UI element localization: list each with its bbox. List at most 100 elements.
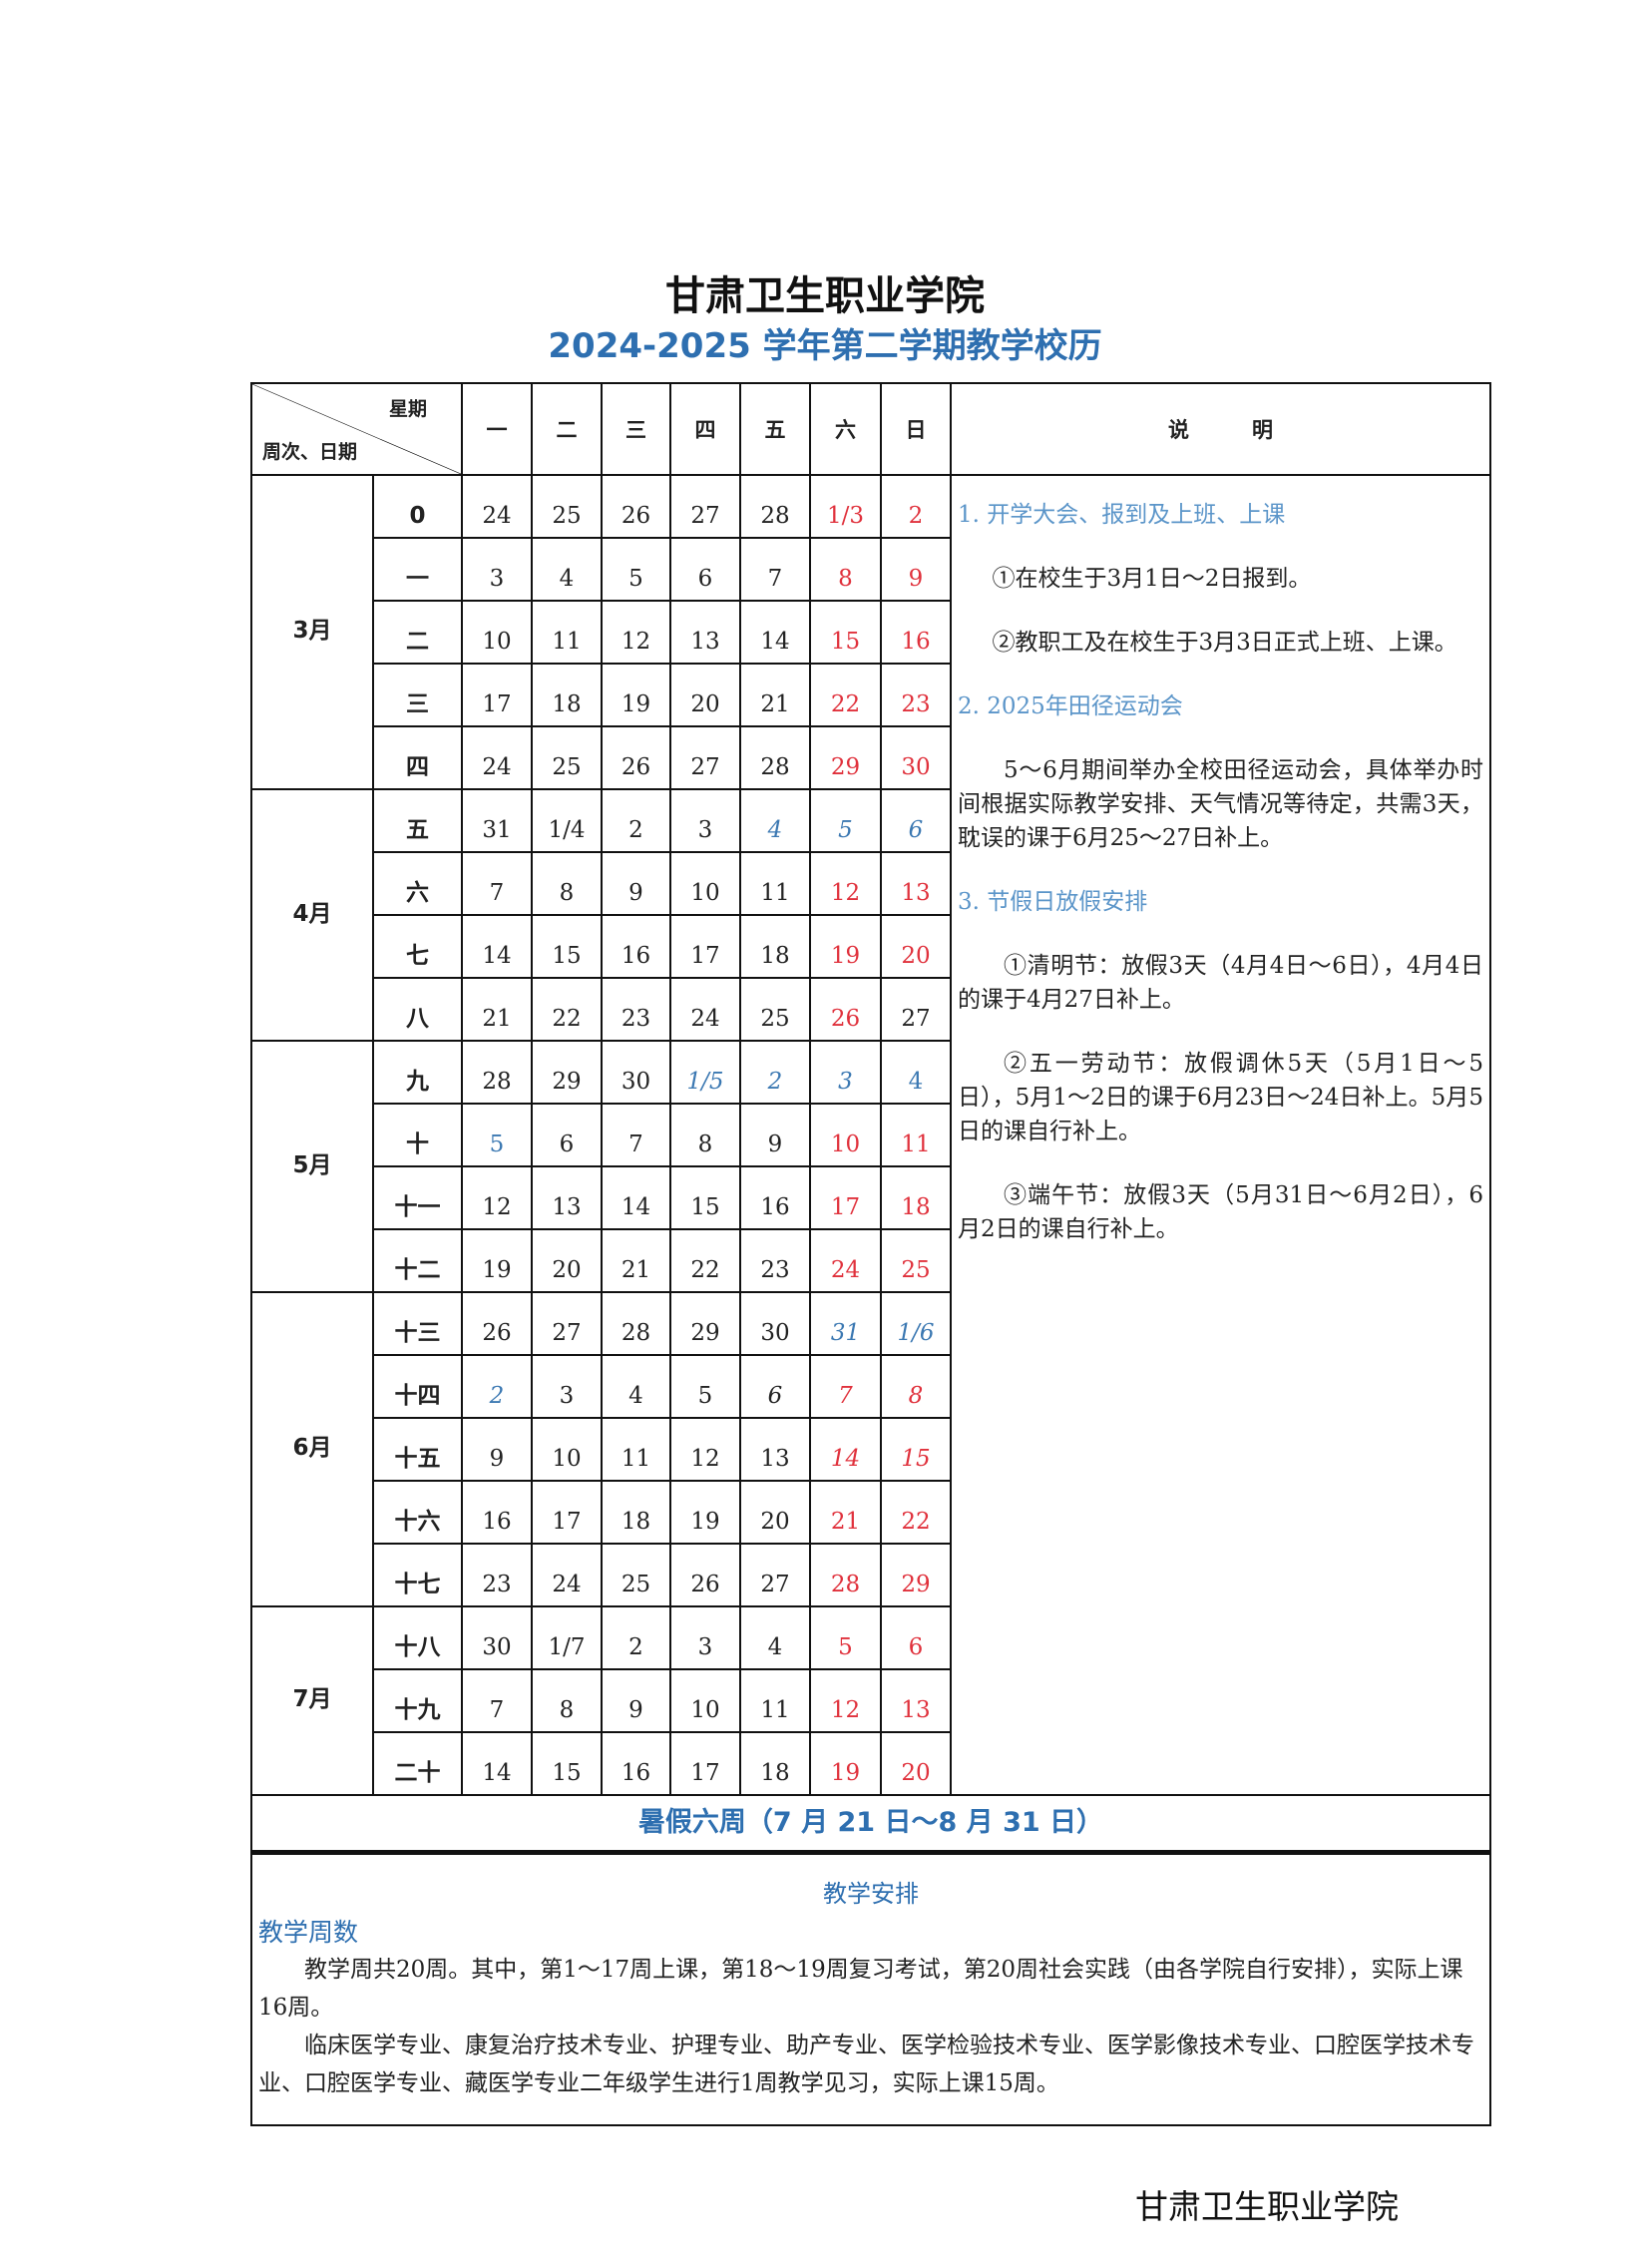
date-cell: 21 [601, 1227, 671, 1293]
date-cell: 31 [461, 787, 533, 853]
date-cell: 17 [531, 1479, 603, 1545]
week-number: 四 [372, 724, 463, 790]
diagonal-divider [252, 384, 461, 474]
corner-header: 星期 周次、日期 [250, 381, 463, 476]
date-cell: 27 [669, 724, 741, 790]
month-cell: 7月 [250, 1604, 374, 1796]
week-number: 十六 [372, 1479, 463, 1545]
date-cell: 26 [601, 473, 671, 539]
date-cell: 30 [461, 1604, 533, 1670]
date-cell: 4 [601, 1353, 671, 1419]
month-cell: 4月 [250, 787, 374, 1042]
week-row: 六 7 8 9 10 11 12 13 [251, 850, 1490, 916]
date-cell: 15 [669, 1164, 741, 1230]
date-cell: 11 [739, 850, 811, 916]
date-cell: 5 [809, 787, 882, 853]
date-cell: 6 [880, 787, 952, 853]
date-cell: 17 [669, 1730, 741, 1796]
date-cell: 24 [461, 473, 533, 539]
date-cell: 15 [531, 913, 603, 979]
date-cell: 2 [880, 473, 952, 539]
weekday-header: 日 [880, 381, 952, 476]
date-cell: 24 [809, 1227, 882, 1293]
notes-cell: 1. 开学大会、报到及上班、上课 ①在校生于3月1日～2日报到。 ②教职工及在校… [950, 473, 1491, 1796]
date-cell: 14 [601, 1164, 671, 1230]
week-number: 十一 [372, 1164, 463, 1230]
week-number: 一 [372, 536, 463, 602]
date-cell: 4 [739, 787, 811, 853]
date-cell: 22 [669, 1227, 741, 1293]
note-dragon-boat: ③端午节：放假3天（5月31日～6月2日），6月2日的课自行补上。 [958, 1181, 1483, 1242]
week-row: 十一 12 13 14 15 16 17 18 [251, 1164, 1490, 1230]
week-row: 十七 23 24 25 26 27 28 29 [251, 1542, 1490, 1607]
date-cell: 1/5 [669, 1039, 741, 1105]
date-cell: 28 [739, 724, 811, 790]
date-cell: 17 [669, 913, 741, 979]
date-cell: 24 [531, 1542, 603, 1607]
date-cell: 24 [669, 976, 741, 1042]
note-start-class: ②教职工及在校生于3月3日正式上班、上课。 [992, 629, 1457, 656]
date-cell: 5 [809, 1604, 882, 1670]
date-cell: 24 [461, 724, 533, 790]
date-cell: 30 [601, 1039, 671, 1105]
date-cell: 12 [461, 1164, 533, 1230]
date-cell: 3 [669, 787, 741, 853]
date-cell: 16 [461, 1479, 533, 1545]
calendar-table: 星期 周次、日期 一二三四五六日说 明 3月 0 24 25 26 27 28 1/3 2 1.… [250, 381, 1491, 1796]
note-heading-holidays: 3. 节假日放假安排 [958, 888, 1148, 915]
date-cell: 29 [880, 1542, 952, 1607]
teaching-title: 教学安排 [823, 1879, 919, 1908]
date-cell: 26 [669, 1542, 741, 1607]
week-number: 十八 [372, 1604, 463, 1670]
month-cell: 6月 [250, 1290, 374, 1607]
date-cell: 15 [809, 599, 882, 665]
week-row: 八 21 22 23 24 25 26 27 [251, 976, 1490, 1042]
date-cell: 19 [461, 1227, 533, 1293]
note-registration: ①在校生于3月1日～2日报到。 [992, 565, 1312, 592]
date-cell: 4 [739, 1604, 811, 1670]
date-cell: 18 [880, 1164, 952, 1230]
date-cell: 19 [809, 1730, 882, 1796]
week-number: 十二 [372, 1227, 463, 1293]
weekday-header: 六 [809, 381, 882, 476]
date-cell: 4 [880, 1039, 952, 1105]
date-cell: 20 [669, 662, 741, 727]
date-cell: 3 [809, 1039, 882, 1105]
date-cell: 12 [601, 599, 671, 665]
week-number: 三 [372, 662, 463, 727]
date-cell: 14 [809, 1416, 882, 1482]
date-cell: 10 [669, 1667, 741, 1733]
week-row: 十四 2 3 4 5 6 7 8 [251, 1353, 1490, 1419]
date-cell: 28 [601, 1290, 671, 1356]
date-cell: 8 [669, 1102, 741, 1167]
week-number: 0 [372, 473, 463, 539]
date-cell: 14 [739, 599, 811, 665]
week-row: 七 14 15 16 17 18 19 20 [251, 913, 1490, 979]
date-cell: 30 [739, 1290, 811, 1356]
weekday-header: 五 [739, 381, 811, 476]
date-cell: 12 [809, 1667, 882, 1733]
date-cell: 13 [739, 1416, 811, 1482]
date-cell: 10 [809, 1102, 882, 1167]
note-heading-opening: 1. 开学大会、报到及上班、上课 [958, 501, 1286, 528]
date-cell: 1/6 [880, 1290, 952, 1356]
date-cell: 10 [461, 599, 533, 665]
date-cell: 12 [809, 850, 882, 916]
date-cell: 21 [461, 976, 533, 1042]
date-cell: 1/3 [809, 473, 882, 539]
date-cell: 23 [739, 1227, 811, 1293]
week-row: 4月五 31 1/4 2 3 4 5 6 [250, 787, 1490, 1042]
date-cell: 6 [739, 1353, 811, 1419]
calendar-sheet: 星期 周次、日期 一二三四五六日说 明 3月 0 24 25 26 27 28 1/3 2 1.… [250, 381, 1491, 2126]
week-number: 二 [372, 599, 463, 665]
date-cell: 23 [880, 662, 952, 727]
date-cell: 29 [809, 724, 882, 790]
date-cell: 10 [669, 850, 741, 916]
date-cell: 25 [531, 724, 603, 790]
week-row: 十二 19 20 21 22 23 24 25 [251, 1227, 1490, 1293]
date-cell: 3 [531, 1353, 603, 1419]
week-number: 五 [372, 787, 463, 853]
date-cell: 7 [601, 1102, 671, 1167]
date-cell: 31 [809, 1290, 882, 1356]
